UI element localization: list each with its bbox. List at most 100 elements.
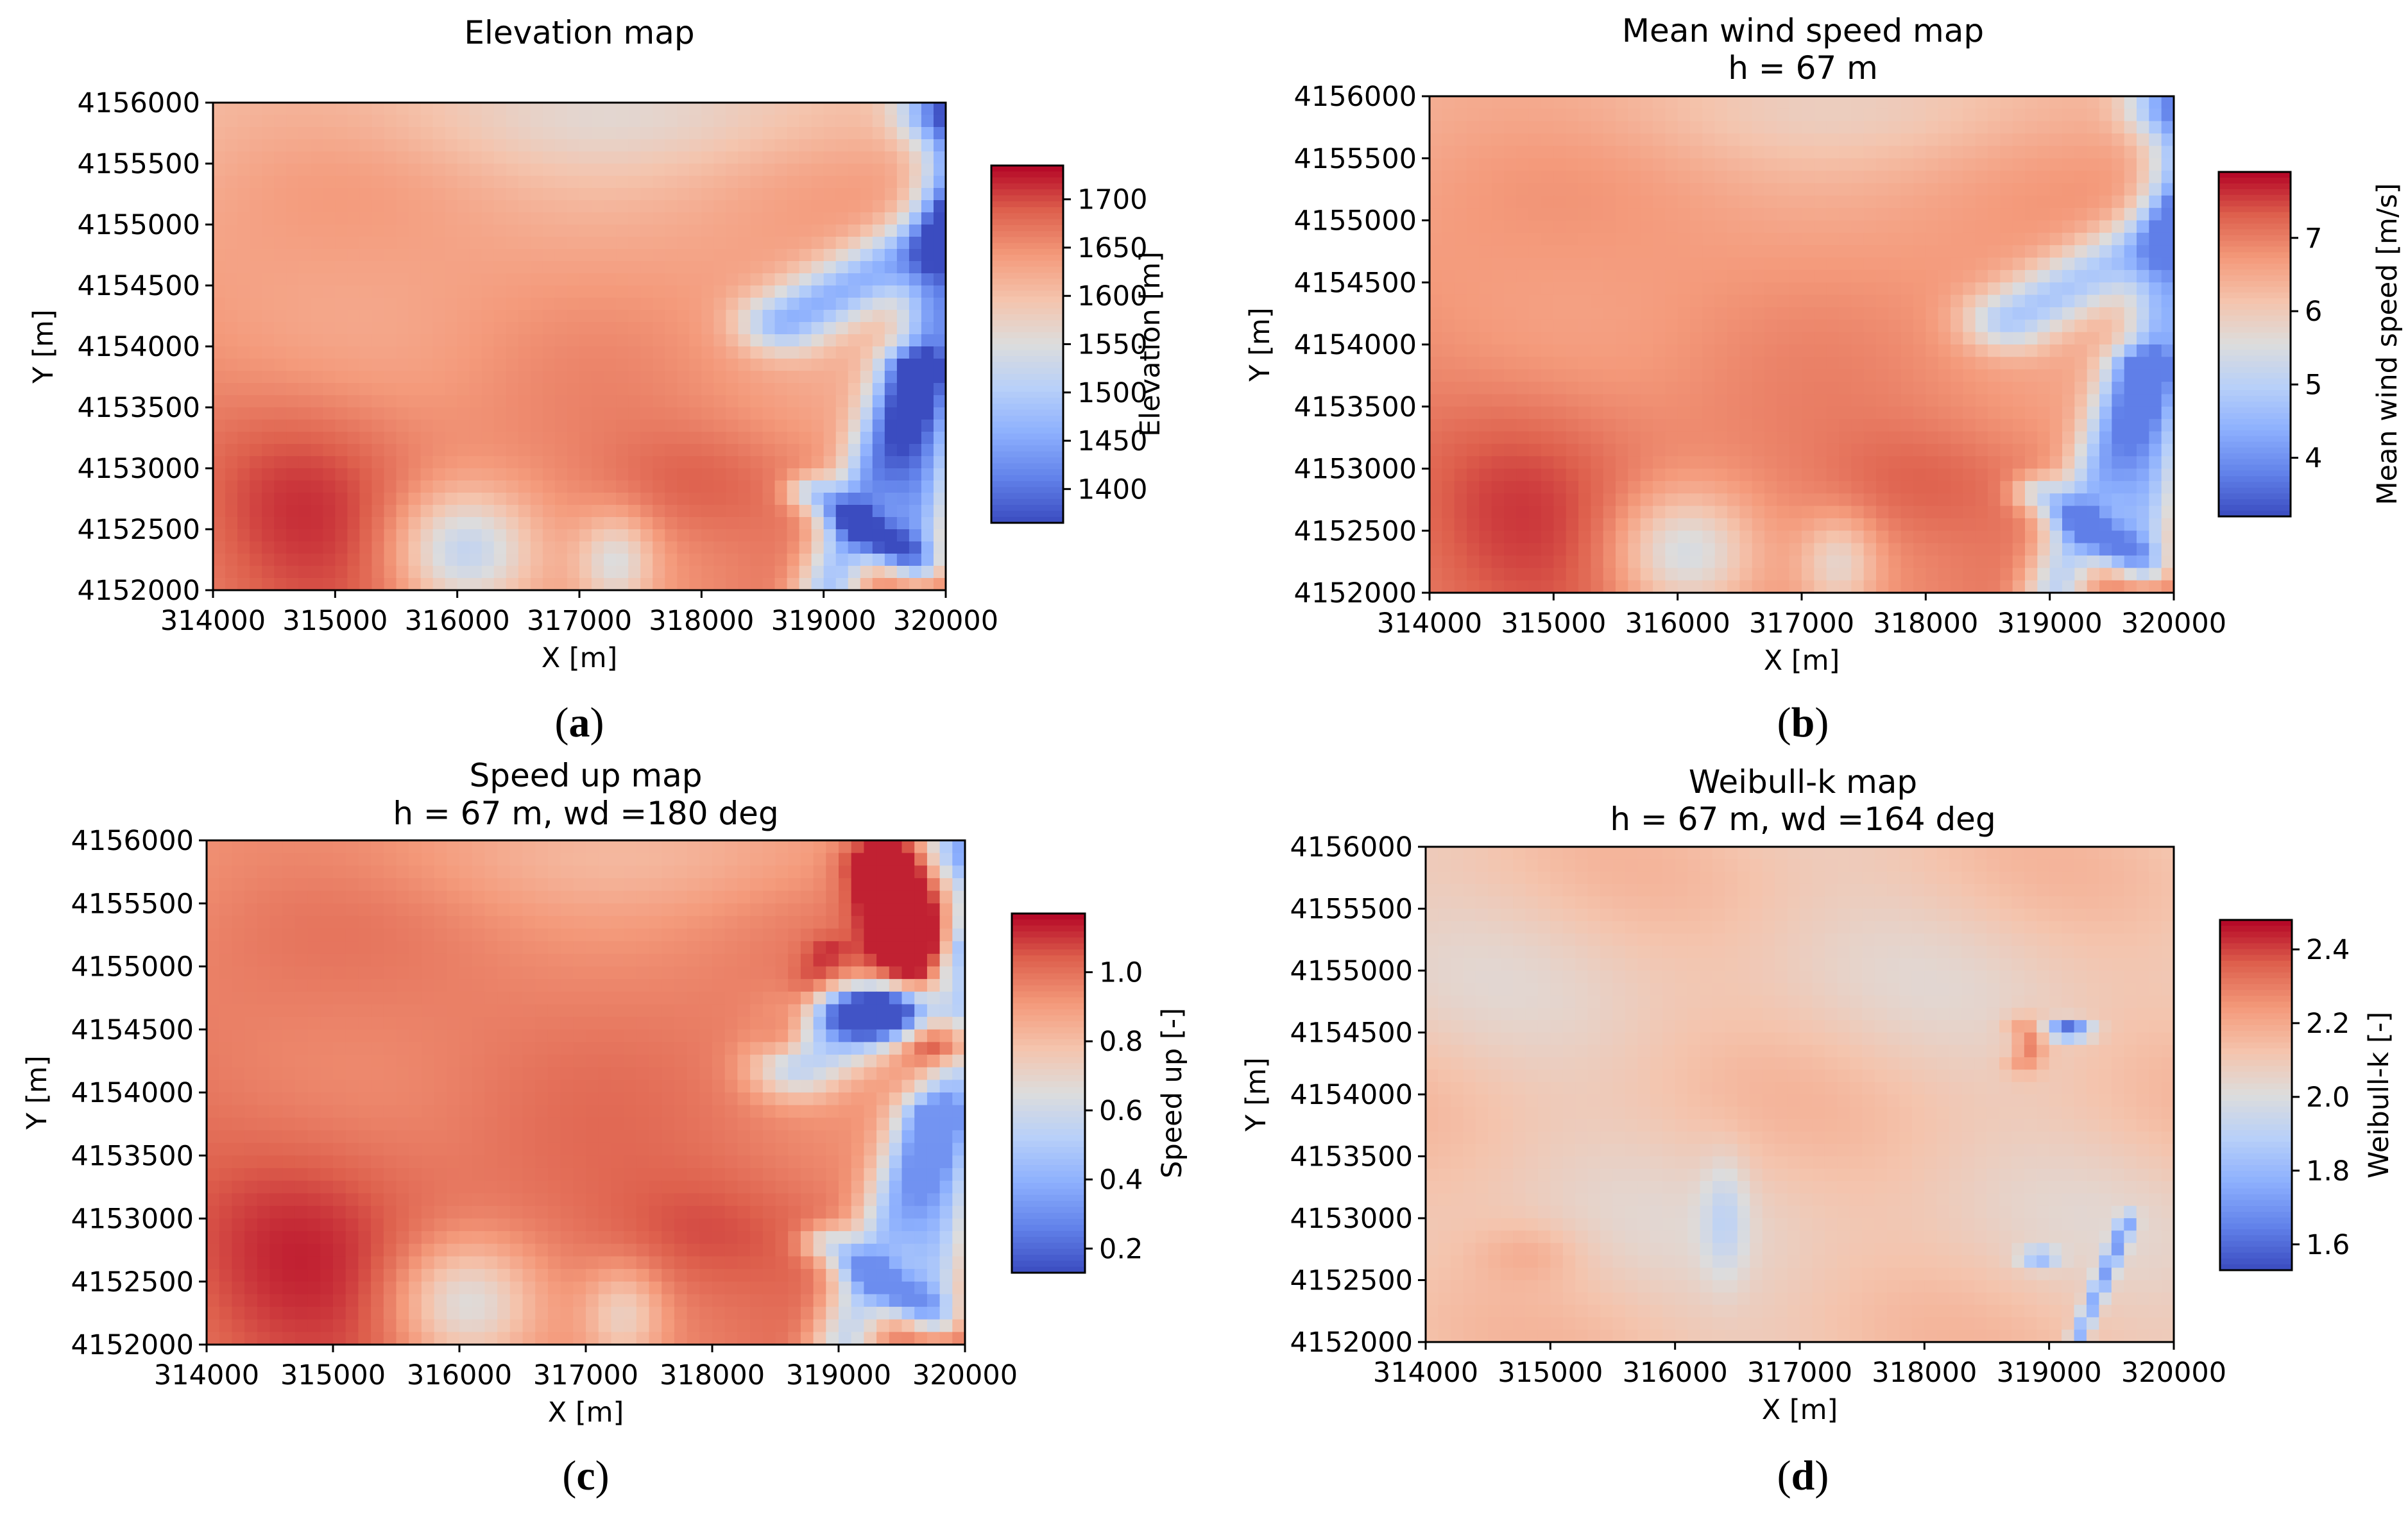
- heatmap-cell: [567, 151, 580, 164]
- heatmap-cell: [420, 139, 434, 152]
- heatmap-cell: [2037, 344, 2051, 358]
- heatmap-cell: [1863, 307, 1877, 321]
- heatmap-cell: [1553, 431, 1567, 445]
- heatmap-cell: [2000, 220, 2013, 234]
- heatmap-cell: [1702, 443, 1716, 457]
- heatmap-cell: [493, 212, 507, 225]
- heatmap-cell: [677, 480, 690, 493]
- heatmap-cell: [1988, 171, 2001, 184]
- heatmap-cell: [347, 444, 361, 457]
- heatmap-cell: [298, 310, 312, 323]
- heatmap-cell: [1739, 543, 1753, 556]
- heatmap-cell: [1926, 431, 1939, 445]
- heatmap-cell: [713, 127, 727, 140]
- heatmap-cell: [835, 493, 849, 506]
- heatmap-cell: [1951, 294, 1964, 308]
- heatmap-cell: [1665, 531, 1678, 544]
- heatmap-cell: [2074, 232, 2088, 246]
- heatmap-cell: [1727, 555, 1741, 569]
- colorbar-segment: [2219, 177, 2291, 184]
- heatmap-cell: [1814, 580, 1827, 593]
- heatmap-cell: [1690, 220, 1704, 234]
- heatmap-cell: [1677, 568, 1691, 581]
- heatmap-cell: [1528, 369, 1542, 382]
- heatmap-cell: [616, 273, 629, 286]
- heatmap-cell: [2025, 382, 2038, 395]
- heatmap-cell: [1963, 431, 1976, 445]
- heatmap-cell: [1863, 431, 1877, 445]
- heatmap-cell: [2000, 406, 2013, 420]
- heatmap-cell: [1677, 555, 1691, 569]
- heatmap-cell: [311, 554, 324, 566]
- heatmap-cell: [2012, 158, 2026, 171]
- heatmap-cell: [1528, 406, 1542, 420]
- heatmap-cell: [1963, 108, 1976, 122]
- heatmap-cell: [1888, 419, 1902, 432]
- heatmap-cell: [396, 103, 409, 115]
- heatmap-cell: [493, 432, 507, 445]
- heatmap-cell: [274, 249, 287, 262]
- heatmap-cell: [884, 273, 898, 286]
- heatmap-cell: [2012, 543, 2026, 556]
- heatmap-cell: [530, 493, 543, 506]
- heatmap-cell: [1727, 443, 1741, 457]
- y-tick-label: 4153500: [1294, 391, 1417, 423]
- heatmap-cell: [432, 371, 446, 384]
- heatmap-cell: [469, 407, 482, 420]
- heatmap-cell: [616, 322, 629, 335]
- colorbar-segment: [991, 469, 1063, 476]
- heatmap-cell: [2037, 146, 2051, 159]
- heatmap-cell: [762, 237, 776, 250]
- heatmap-cell: [1727, 121, 1741, 134]
- heatmap-cell: [1802, 419, 1815, 432]
- heatmap-cell: [1802, 158, 1815, 171]
- heatmap-cell: [677, 225, 690, 237]
- heatmap-cell: [347, 151, 361, 164]
- heatmap-cell: [1764, 369, 1778, 382]
- heatmap-cell: [2124, 108, 2137, 122]
- heatmap-cell: [787, 237, 800, 250]
- heatmap-cell: [1851, 220, 1865, 234]
- heatmap-cell: [896, 103, 910, 115]
- heatmap-cell: [530, 188, 543, 201]
- heatmap-cell: [1491, 493, 1505, 507]
- heatmap-cell: [1566, 394, 1579, 407]
- heatmap-cell: [506, 456, 519, 469]
- heatmap-cell: [592, 200, 604, 213]
- heatmap-cell: [1566, 282, 1579, 296]
- heatmap-cell: [1566, 121, 1579, 134]
- heatmap-cell: [554, 420, 568, 432]
- heatmap-cell: [1467, 468, 1480, 482]
- heatmap-cell: [1578, 543, 1592, 556]
- heatmap-cell: [1926, 133, 1939, 147]
- heatmap-cell: [542, 261, 556, 274]
- heatmap-cell: [1789, 382, 1802, 395]
- heatmap-cell: [2037, 468, 2051, 482]
- heatmap-cell: [2112, 183, 2125, 196]
- heatmap-cell: [726, 273, 739, 286]
- heatmap-cell: [1727, 269, 1741, 284]
- heatmap-cell: [799, 237, 812, 250]
- heatmap-cell: [1541, 543, 1555, 556]
- heatmap-cell: [884, 444, 898, 457]
- heatmap-cell: [213, 432, 226, 445]
- heatmap-cell: [848, 359, 861, 371]
- heatmap-cell: [2161, 568, 2174, 581]
- heatmap-cell: [884, 103, 898, 115]
- heatmap-cell: [250, 139, 262, 152]
- heatmap-cell: [493, 468, 507, 481]
- heatmap-cell: [1888, 406, 1902, 420]
- heatmap-cell: [323, 407, 336, 420]
- heatmap-cell: [1777, 108, 1790, 122]
- heatmap-cell: [2049, 146, 2063, 159]
- heatmap-cell: [1789, 506, 1802, 519]
- heatmap-cell: [554, 310, 568, 323]
- heatmap-cell: [408, 225, 422, 237]
- heatmap-cell: [335, 493, 348, 506]
- heatmap-cell: [1616, 518, 1629, 532]
- heatmap-cell: [1603, 369, 1616, 382]
- heatmap-cell: [542, 383, 556, 396]
- heatmap-cell: [604, 273, 617, 286]
- heatmap-cell: [1491, 555, 1505, 569]
- heatmap-cell: [896, 529, 910, 542]
